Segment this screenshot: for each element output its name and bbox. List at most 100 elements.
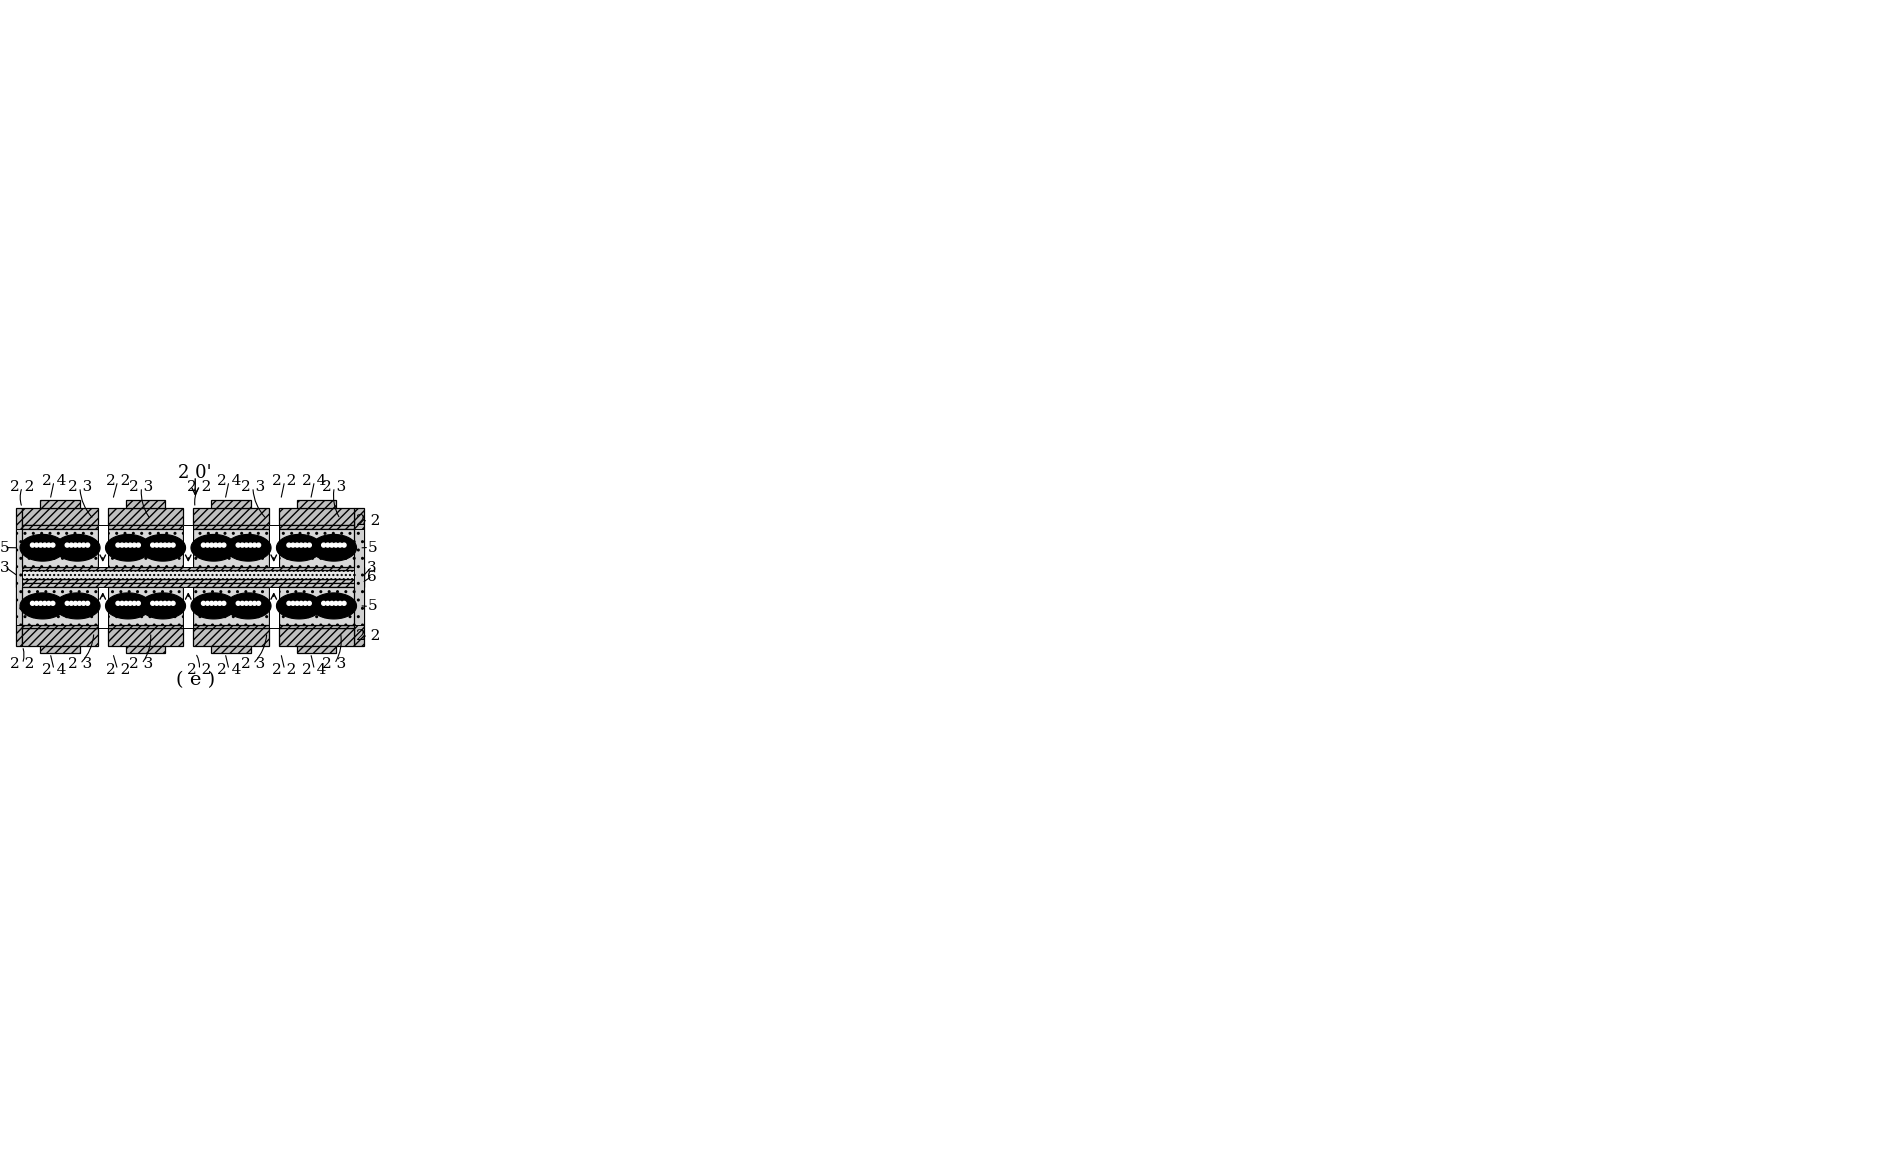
Polygon shape: [277, 593, 322, 619]
Bar: [108, 624, 184, 628]
Bar: [184, 587, 193, 628]
Bar: [17, 508, 23, 646]
Circle shape: [299, 544, 303, 547]
Circle shape: [81, 544, 85, 547]
Circle shape: [70, 601, 74, 606]
Circle shape: [222, 601, 226, 606]
Circle shape: [218, 544, 222, 547]
Text: 3: 3: [0, 562, 9, 576]
Circle shape: [51, 544, 55, 547]
Circle shape: [38, 601, 42, 606]
Circle shape: [74, 544, 78, 547]
Circle shape: [85, 544, 89, 547]
Bar: [279, 628, 354, 646]
Bar: [279, 508, 354, 525]
Bar: [298, 500, 335, 508]
Circle shape: [163, 601, 167, 606]
Text: 6: 6: [368, 570, 377, 584]
Circle shape: [307, 601, 311, 606]
Polygon shape: [226, 534, 271, 561]
Circle shape: [38, 544, 42, 547]
Circle shape: [337, 601, 341, 606]
Circle shape: [136, 601, 140, 606]
Circle shape: [343, 544, 347, 547]
Polygon shape: [191, 593, 237, 619]
Circle shape: [34, 601, 38, 606]
Text: 2 4: 2 4: [42, 474, 66, 488]
Text: 2 3: 2 3: [129, 480, 153, 494]
Circle shape: [241, 544, 244, 547]
Bar: [40, 646, 80, 653]
Bar: [279, 587, 354, 624]
Bar: [17, 570, 364, 579]
Circle shape: [155, 601, 159, 606]
Text: 5: 5: [0, 540, 9, 555]
Circle shape: [222, 544, 226, 547]
Polygon shape: [140, 534, 186, 561]
Circle shape: [286, 544, 292, 547]
Bar: [108, 587, 184, 624]
Circle shape: [303, 544, 307, 547]
Circle shape: [119, 601, 123, 606]
Circle shape: [85, 601, 89, 606]
Circle shape: [330, 601, 334, 606]
Circle shape: [64, 601, 68, 606]
Text: 2 2: 2 2: [188, 662, 212, 677]
Circle shape: [78, 544, 81, 547]
Bar: [108, 508, 184, 525]
Bar: [279, 525, 354, 529]
Circle shape: [256, 544, 262, 547]
Circle shape: [47, 601, 51, 606]
Bar: [23, 525, 99, 529]
Circle shape: [205, 601, 210, 606]
Bar: [354, 529, 364, 624]
Circle shape: [201, 544, 205, 547]
Circle shape: [330, 544, 334, 547]
Bar: [125, 500, 165, 508]
Circle shape: [201, 601, 205, 606]
Circle shape: [252, 601, 256, 606]
Text: 5: 5: [368, 599, 377, 613]
Circle shape: [171, 544, 174, 547]
Circle shape: [30, 544, 34, 547]
Polygon shape: [226, 593, 271, 619]
Text: 2 3: 2 3: [68, 657, 93, 670]
Bar: [184, 525, 193, 567]
Bar: [23, 529, 99, 567]
Text: 2 3: 2 3: [68, 480, 93, 494]
Circle shape: [292, 544, 296, 547]
Bar: [269, 587, 279, 628]
Bar: [298, 646, 335, 653]
Circle shape: [152, 601, 155, 606]
Bar: [17, 579, 364, 584]
Bar: [108, 628, 184, 646]
Circle shape: [119, 544, 123, 547]
Text: 2 2: 2 2: [106, 662, 131, 677]
Text: 2 2: 2 2: [356, 629, 381, 643]
Circle shape: [81, 601, 85, 606]
Circle shape: [125, 601, 129, 606]
Bar: [193, 624, 269, 628]
Text: 2 2: 2 2: [188, 480, 212, 494]
Polygon shape: [191, 534, 237, 561]
Text: 2 3: 2 3: [241, 657, 265, 670]
Circle shape: [248, 544, 252, 547]
Bar: [193, 587, 269, 624]
Circle shape: [237, 601, 241, 606]
Circle shape: [296, 544, 299, 547]
Text: 2 2: 2 2: [9, 480, 34, 494]
Polygon shape: [55, 593, 100, 619]
Circle shape: [334, 544, 337, 547]
Polygon shape: [21, 534, 64, 561]
Circle shape: [30, 601, 34, 606]
Text: 2 4: 2 4: [216, 662, 241, 677]
Circle shape: [44, 544, 47, 547]
Circle shape: [214, 544, 218, 547]
Text: ( e ): ( e ): [176, 670, 214, 689]
Circle shape: [343, 601, 347, 606]
Circle shape: [248, 601, 252, 606]
Bar: [108, 525, 184, 529]
Polygon shape: [311, 534, 356, 561]
Bar: [23, 628, 99, 646]
Circle shape: [133, 601, 136, 606]
